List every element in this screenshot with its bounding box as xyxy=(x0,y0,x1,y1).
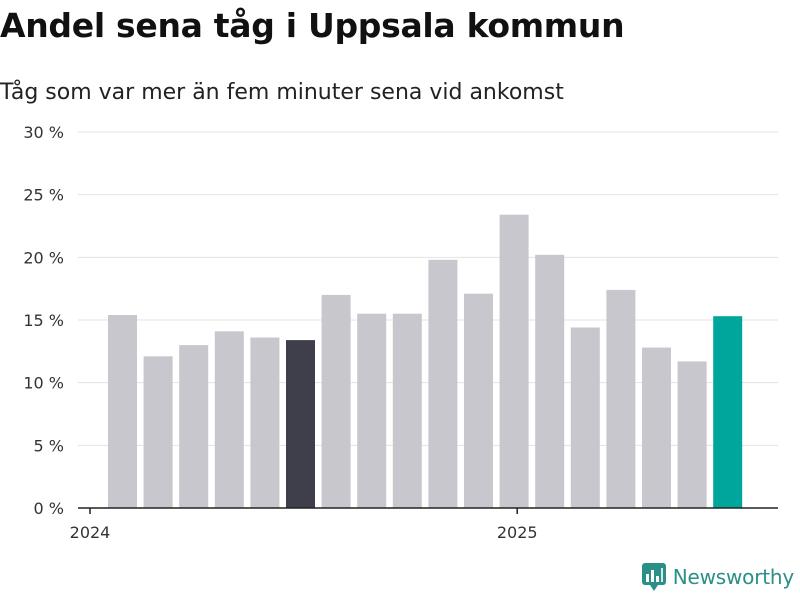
bar-2024-11 xyxy=(464,293,493,508)
bar-2025-06 xyxy=(713,316,743,508)
bar-2025-02 xyxy=(570,327,600,508)
bar-2024-10 xyxy=(428,259,458,508)
bar-2025-05 xyxy=(677,361,707,508)
bar-2024-12 xyxy=(499,214,529,508)
y-tick-label: 15 % xyxy=(23,311,64,330)
bar-2024-08 xyxy=(357,313,387,508)
chart-title: Andel sena tåg i Uppsala kommun xyxy=(0,6,625,45)
bar-2025-01 xyxy=(535,254,565,508)
y-tick-label: 5 % xyxy=(34,436,64,455)
bar-2024-04 xyxy=(214,331,244,508)
y-tick-label: 20 % xyxy=(23,248,64,267)
y-tick-label: 30 % xyxy=(23,123,64,142)
bar-2025-03 xyxy=(606,289,636,508)
brand-name: Newsworthy xyxy=(672,565,794,589)
bar-2025-04 xyxy=(642,347,671,508)
bar-2024-01 xyxy=(108,315,137,508)
y-tick-label: 10 % xyxy=(23,374,64,393)
bar-2024-03 xyxy=(179,345,209,508)
y-tick-label: 25 % xyxy=(23,186,64,205)
chart-subtitle: Tåg som var mer än fem minuter sena vid … xyxy=(0,80,564,105)
x-tick-label: 2025 xyxy=(497,523,538,542)
brand-logo: Newsworthy xyxy=(641,562,794,592)
bar-2024-02 xyxy=(143,356,173,508)
bar-2024-06 xyxy=(286,340,315,508)
bar-2024-05 xyxy=(250,337,280,508)
bar-2024-07 xyxy=(321,294,351,508)
y-tick-label: 0 % xyxy=(34,499,64,518)
bar-2024-09 xyxy=(392,313,422,508)
bar-chart-badge-icon xyxy=(641,563,666,591)
x-tick-label: 2024 xyxy=(70,523,111,542)
